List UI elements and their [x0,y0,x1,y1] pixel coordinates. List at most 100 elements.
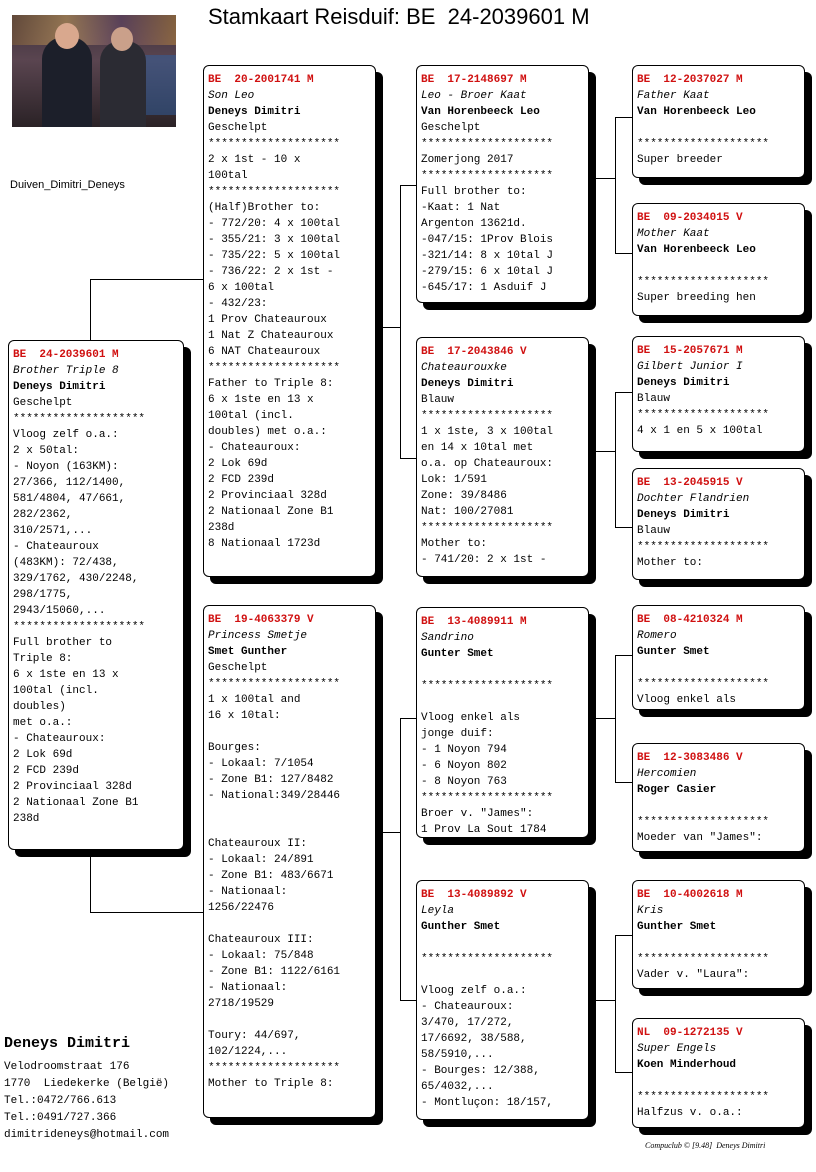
pigeon-name: Dochter Flandrien [637,493,750,505]
connector-line [90,912,203,913]
pigeon-card[interactable]: BE 12-2037027 M Father Kaat Van Horenbeeck… [632,65,805,178]
info-line: 6 x 100tal [208,282,275,294]
info-line: Full brother to [13,637,113,649]
info-line [421,967,584,983]
info-line: - 735/22: 5 x 100tal [208,250,341,262]
info-line: Geschelpt [208,122,268,134]
info-line: 2943/15060,... [13,605,106,617]
breeder-name: Gunther Smet [637,921,717,933]
ring-number: BE 09-2034015 V [637,212,743,224]
connector-line [90,279,203,280]
pigeon-card[interactable]: BE 20-2001741 M Son Leo Deneys Dimitri Gesc… [203,65,376,577]
info-line: Bourges: [208,742,261,754]
pigeon-name: Kris [637,905,664,917]
connector-line [400,185,401,458]
breeder-name: Koen Minderhoud [637,1059,737,1071]
info-line: 238d [13,813,40,825]
info-line: 2 Provinciaal 328d [208,490,327,502]
ring-number: BE 15-2057671 M [637,345,743,357]
pigeon-card[interactable]: BE 17-2148697 M Leo - Broer Kaat Van Horen… [416,65,589,303]
pigeon-card[interactable]: BE 15-2057671 M Gilbert Junior I Deneys Di… [632,336,805,452]
ring-number: BE 13-4089892 V [421,889,527,901]
address-phone-1: Tel.:0472/766.613 [4,1095,117,1107]
info-line: - National:349/28446 [208,790,341,802]
info-line: 1 Prov Chateauroux [208,314,327,326]
breeder-name: Van Horenbeeck Leo [637,106,756,118]
info-line: Geschelpt [208,662,268,674]
info-line: - Zone B1: 483/6671 [208,870,334,882]
info-line: Broer v. "James": [421,808,534,820]
connector-line [596,1000,615,1001]
pigeon-card[interactable]: BE 09-2034015 V Mother Kaat Van Horenbeeck… [632,203,805,316]
info-line: en 14 x 10tal met [421,442,534,454]
info-line: 65/4032,... [421,1081,494,1093]
connector-line [615,655,616,782]
breeder-name: Van Horenbeeck Leo [421,106,540,118]
info-line: 17/6692, 38/588, [421,1033,527,1045]
pigeon-card[interactable]: BE 10-4002618 M Kris Gunther Smet *********… [632,880,805,989]
info-line: Blauw [421,394,455,406]
info-line [637,258,800,274]
pigeon-card[interactable]: BE 19-4063379 V Princess Smetje Smet Gunth… [203,605,376,1118]
separator: ******************** [208,678,341,690]
separator: ******************** [637,953,770,965]
info-line: 238d [208,522,235,534]
connector-line [615,117,632,118]
ring-number: BE 17-2043846 V [421,346,527,358]
info-line: Super breeder [637,154,723,166]
separator: ******************** [208,362,341,374]
info-line: 2 Lok 69d [13,749,73,761]
pigeon-card[interactable]: BE 13-2045915 V Dochter Flandrien Deneys D… [632,468,805,580]
info-line: - Zone B1: 127/8482 [208,774,334,786]
pigeon-name: Gilbert Junior I [637,361,743,373]
info-line: Nat: 100/27081 [421,506,514,518]
breeder-name: Deneys Dimitri [421,378,514,390]
info-line: 100tal (incl. [208,410,294,422]
pigeon-card[interactable]: BE 13-4089911 M Sandrino Gunter Smet ******… [416,607,589,838]
info-line: Super breeding hen [637,292,756,304]
ring-number: BE 12-2037027 M [637,74,743,86]
info-line: Halfzus v. o.a.: [637,1107,743,1119]
pigeon-card[interactable]: BE 13-4089892 V Leyla Gunther Smet ********… [416,880,589,1120]
info-line: 298/1775, [13,589,73,601]
separator: ******************** [208,186,341,198]
pigeon-card[interactable]: BE 08-4210324 M Romero Gunter Smet ********… [632,605,805,710]
info-line: 329/1762, 430/2248, [13,573,139,585]
pigeon-card[interactable]: BE 17-2043846 V Chateaurouxke Deneys Dimit… [416,337,589,577]
info-line: - Chateauroux: [421,1001,514,1013]
connector-line [615,935,632,936]
separator: ******************** [421,522,554,534]
info-line: 2 Nationaal Zone B1 [208,506,334,518]
pigeon-card[interactable]: BE 12-3083486 V Hercomien Roger Casier ****… [632,743,805,852]
pigeon-card[interactable]: BE 24-2039601 M Brother Triple 8 Deneys Di… [8,340,184,850]
connector-line [400,1000,416,1001]
info-line: 100tal (incl. [13,685,99,697]
connector-line [90,279,91,340]
connector-line [615,782,632,783]
connector-line [90,857,91,912]
pigeon-name: Hercomien [637,768,697,780]
info-line: 1 Nat Z Chateauroux [208,330,334,342]
separator: ******************** [637,1091,770,1103]
ring-number: BE 13-2045915 V [637,477,743,489]
separator: ******************** [421,680,554,692]
info-line: 310/2571,... [13,525,93,537]
separator: ******************** [421,138,554,150]
connector-line [615,253,632,254]
info-line: Blauw [637,393,671,405]
info-line [421,662,584,678]
ring-number: NL 09-1272135 V [637,1027,743,1039]
breeder-name: Deneys Dimitri [208,106,301,118]
connector-line [615,117,616,253]
info-line: Vloog enkel als [637,694,737,706]
owner-address: Velodroomstraat 176 1770 Liedekerke (Bel… [4,1059,169,1144]
info-line: 3/470, 17/272, [421,1017,514,1029]
info-line: Mother to: [637,557,704,569]
connector-line [596,178,615,179]
ring-number: BE 12-3083486 V [637,752,743,764]
pigeon-card[interactable]: NL 09-1272135 V Super Engels Koen Minderho… [632,1018,805,1128]
info-line: 1 x 100tal and [208,694,301,706]
info-line [637,1073,800,1089]
info-line: Vloog enkel als [421,712,521,724]
info-line: - Montluçon: 18/157, [421,1097,554,1109]
